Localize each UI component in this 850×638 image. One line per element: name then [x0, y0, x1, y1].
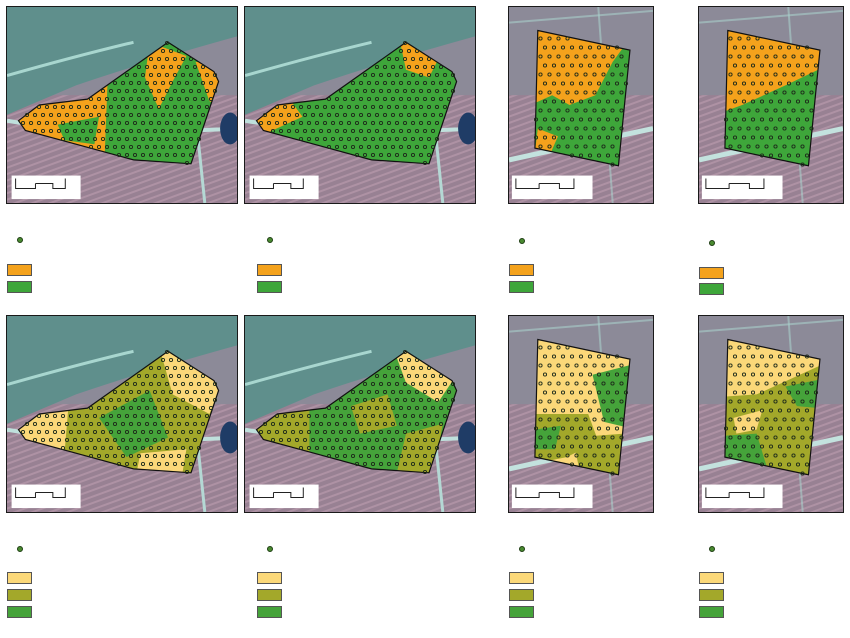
swatch-green — [257, 606, 282, 618]
sample-points — [258, 349, 456, 475]
scale-bar — [249, 175, 319, 200]
sample-point-icon — [267, 237, 273, 243]
sample-points — [258, 40, 456, 166]
sample-point-icon — [519, 238, 525, 244]
swatch-light-yellow — [257, 572, 282, 584]
scale-bar — [511, 175, 593, 200]
swatch-green — [7, 281, 32, 293]
scale-bar — [701, 175, 783, 200]
map-panel-bottom-4 — [698, 315, 844, 513]
swatch-green — [509, 281, 534, 293]
sample-point-icon — [519, 546, 525, 552]
sample-points — [20, 40, 218, 166]
scale-bar — [249, 484, 319, 509]
swatch-light-yellow — [699, 572, 724, 584]
swatch-orange — [509, 264, 534, 276]
swatch-olive — [699, 589, 724, 601]
swatch-olive — [7, 589, 32, 601]
sample-points — [723, 36, 819, 167]
sample-point-icon — [17, 546, 23, 552]
sample-points — [533, 36, 629, 167]
sample-point-icon — [267, 546, 273, 552]
sample-points — [723, 345, 819, 476]
scale-bar — [511, 484, 593, 509]
scale-bar — [701, 484, 783, 509]
map-panel-top-4 — [698, 6, 844, 204]
swatch-orange — [7, 264, 32, 276]
swatch-green — [699, 606, 724, 618]
scale-bar — [11, 175, 81, 200]
swatch-orange — [257, 264, 282, 276]
sample-point-icon — [709, 240, 715, 246]
swatch-olive — [509, 589, 534, 601]
swatch-olive — [257, 589, 282, 601]
map-panel-bottom-3 — [508, 315, 654, 513]
swatch-light-yellow — [7, 572, 32, 584]
map-panel-bottom-2 — [244, 315, 476, 513]
swatch-green — [699, 283, 724, 295]
sample-points — [20, 349, 218, 475]
swatch-green — [257, 281, 282, 293]
map-panel-top-1 — [6, 6, 238, 204]
sample-point-icon — [709, 546, 715, 552]
map-panel-top-2 — [244, 6, 476, 204]
swatch-orange — [699, 267, 724, 279]
map-panel-bottom-1 — [6, 315, 238, 513]
sample-points — [533, 345, 629, 476]
swatch-light-yellow — [509, 572, 534, 584]
scale-bar — [11, 484, 81, 509]
sample-point-icon — [17, 237, 23, 243]
swatch-green — [7, 606, 32, 618]
map-panel-top-3 — [508, 6, 654, 204]
swatch-green — [509, 606, 534, 618]
